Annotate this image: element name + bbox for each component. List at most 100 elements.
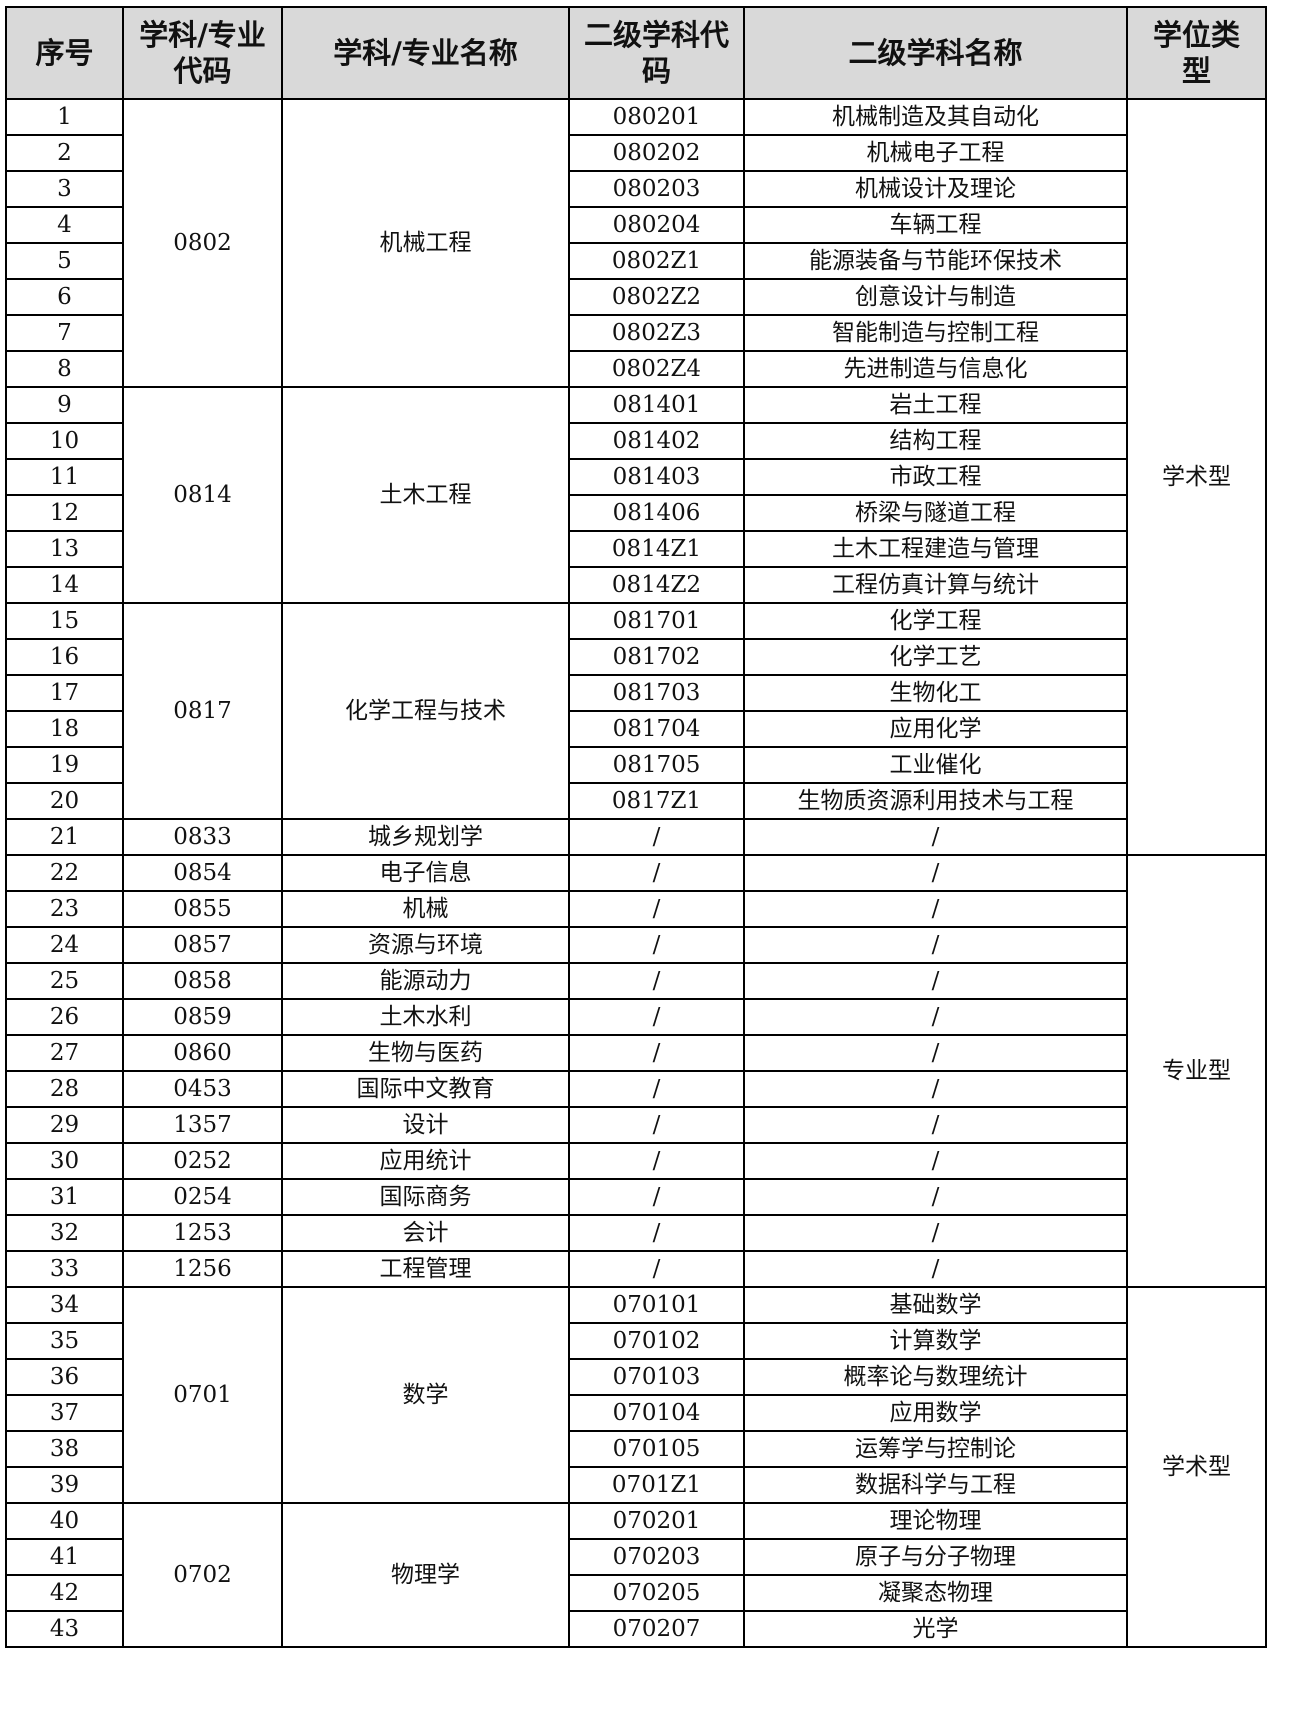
sub-name: 先进制造与信息化 bbox=[743, 350, 1128, 388]
sub-name: 结构工程 bbox=[743, 422, 1128, 460]
row-number: 42 bbox=[5, 1574, 124, 1612]
sub-code: 081704 bbox=[568, 710, 745, 748]
row-number: 4 bbox=[5, 206, 124, 244]
table-row: 14 0814Z2 工程仿真计算与统计 bbox=[5, 566, 1266, 604]
table-row: 40 0702 物理学 070201 理论物理 bbox=[5, 1502, 1266, 1648]
row-number: 39 bbox=[5, 1466, 124, 1504]
sub-code: 070207 bbox=[568, 1610, 745, 1648]
sub-code: 080203 bbox=[568, 170, 745, 208]
table-row: 42 070205 凝聚态物理 bbox=[5, 1574, 1266, 1612]
sub-code: / bbox=[568, 1034, 745, 1072]
table-row: 28 0453 国际中文教育 / / bbox=[5, 1070, 1266, 1108]
row-number: 34 bbox=[5, 1286, 124, 1324]
row-number: 9 bbox=[5, 386, 124, 424]
discipline-name: 机械 bbox=[281, 890, 570, 928]
sub-name: 运筹学与控制论 bbox=[743, 1430, 1128, 1468]
sub-name: / bbox=[743, 890, 1128, 928]
table-row: 20 0817Z1 生物质资源利用技术与工程 bbox=[5, 782, 1266, 820]
table-row: 37 070104 应用数学 bbox=[5, 1394, 1266, 1432]
sub-code: / bbox=[568, 890, 745, 928]
table-row: 4 080204 车辆工程 bbox=[5, 206, 1266, 244]
row-number: 23 bbox=[5, 890, 124, 928]
sub-name: / bbox=[743, 1070, 1128, 1108]
sub-name: 土木工程建造与管理 bbox=[743, 530, 1128, 568]
table-row: 41 070203 原子与分子物理 bbox=[5, 1538, 1266, 1576]
sub-code: 070104 bbox=[568, 1394, 745, 1432]
discipline-code: 0817 bbox=[122, 602, 283, 820]
sub-code: 070105 bbox=[568, 1430, 745, 1468]
discipline-name: 电子信息 bbox=[281, 854, 570, 892]
discipline-name: 化学工程与技术 bbox=[281, 602, 570, 820]
sub-name: / bbox=[743, 998, 1128, 1036]
sub-code: 081703 bbox=[568, 674, 745, 712]
sub-name: 应用数学 bbox=[743, 1394, 1128, 1432]
table-row: 10 081402 结构工程 bbox=[5, 422, 1266, 460]
discipline-name: 资源与环境 bbox=[281, 926, 570, 964]
row-number: 36 bbox=[5, 1358, 124, 1396]
discipline-code: 1253 bbox=[122, 1214, 283, 1252]
row-number: 13 bbox=[5, 530, 124, 568]
sub-name: 市政工程 bbox=[743, 458, 1128, 496]
sub-name: 能源装备与节能环保技术 bbox=[743, 242, 1128, 280]
sub-code: 0814Z2 bbox=[568, 566, 745, 604]
discipline-name: 国际中文教育 bbox=[281, 1070, 570, 1108]
row-number: 25 bbox=[5, 962, 124, 1000]
discipline-code: 0858 bbox=[122, 962, 283, 1000]
discipline-code: 0802 bbox=[122, 98, 283, 388]
sub-code: / bbox=[568, 962, 745, 1000]
table-row: 26 0859 土木水利 / / bbox=[5, 998, 1266, 1036]
sub-name: / bbox=[743, 1214, 1128, 1252]
sub-code: / bbox=[568, 1250, 745, 1288]
table-row: 30 0252 应用统计 / / bbox=[5, 1142, 1266, 1180]
degree-type: 学术型 bbox=[1126, 98, 1267, 856]
header-cell: 学科/专业名称 bbox=[281, 6, 570, 100]
discipline-code: 0814 bbox=[122, 386, 283, 604]
sub-name: 车辆工程 bbox=[743, 206, 1128, 244]
header-cell: 二级学科名称 bbox=[743, 6, 1128, 100]
header-row: 序号 学科/专业代码 学科/专业名称 二级学科代码 二级学科名称 学位类型 bbox=[5, 6, 1267, 100]
row-number: 6 bbox=[5, 278, 124, 316]
row-number: 22 bbox=[5, 854, 124, 892]
degree-type: 学术型 bbox=[1126, 1286, 1267, 1648]
row-number: 26 bbox=[5, 998, 124, 1036]
sub-name: 基础数学 bbox=[743, 1286, 1128, 1324]
sub-code: / bbox=[568, 1214, 745, 1252]
sub-code: 080202 bbox=[568, 134, 745, 172]
row-number: 38 bbox=[5, 1430, 124, 1468]
sub-name: 机械制造及其自动化 bbox=[743, 98, 1128, 136]
row-number: 27 bbox=[5, 1034, 124, 1072]
discipline-code: 0857 bbox=[122, 926, 283, 964]
sub-code: 080201 bbox=[568, 98, 745, 136]
table-row: 5 0802Z1 能源装备与节能环保技术 bbox=[5, 242, 1266, 280]
sub-code: 0814Z1 bbox=[568, 530, 745, 568]
sub-code: 070201 bbox=[568, 1502, 745, 1540]
table-row: 24 0857 资源与环境 / / bbox=[5, 926, 1266, 964]
row-number: 16 bbox=[5, 638, 124, 676]
sub-code: 0802Z2 bbox=[568, 278, 745, 316]
table-row: 27 0860 生物与医药 / / bbox=[5, 1034, 1266, 1072]
discipline-code: 0702 bbox=[122, 1502, 283, 1648]
sub-code: / bbox=[568, 818, 745, 856]
sub-code: / bbox=[568, 1178, 745, 1216]
row-number: 40 bbox=[5, 1502, 124, 1540]
table-row: 6 0802Z2 创意设计与制造 bbox=[5, 278, 1266, 316]
table-row: 2 080202 机械电子工程 bbox=[5, 134, 1266, 172]
sub-code: 081705 bbox=[568, 746, 745, 784]
discipline-code: 0453 bbox=[122, 1070, 283, 1108]
sub-code: 0817Z1 bbox=[568, 782, 745, 820]
header-cell: 序号 bbox=[5, 6, 124, 100]
table-row: 18 081704 应用化学 bbox=[5, 710, 1266, 748]
sub-name: 化学工艺 bbox=[743, 638, 1128, 676]
sub-code: 0802Z1 bbox=[568, 242, 745, 280]
table-row: 38 070105 运筹学与控制论 bbox=[5, 1430, 1266, 1468]
discipline-code: 0859 bbox=[122, 998, 283, 1036]
discipline-code: 0854 bbox=[122, 854, 283, 892]
sub-code: / bbox=[568, 1106, 745, 1144]
table-row: 22 0854 电子信息 / / 专业型 bbox=[5, 854, 1267, 1288]
sub-code: 070101 bbox=[568, 1286, 745, 1324]
sub-code: / bbox=[568, 1142, 745, 1180]
row-number: 18 bbox=[5, 710, 124, 748]
sub-name: 原子与分子物理 bbox=[743, 1538, 1128, 1576]
sub-code: / bbox=[568, 998, 745, 1036]
sub-name: / bbox=[743, 962, 1128, 1000]
